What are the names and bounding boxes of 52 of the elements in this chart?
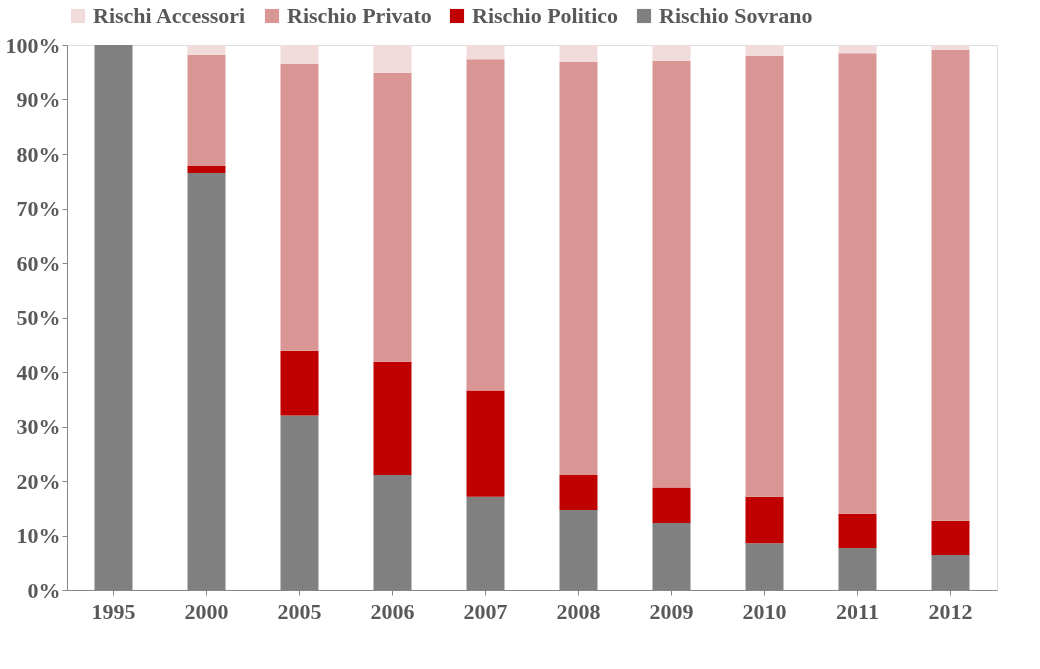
bar — [373, 72, 412, 362]
bar — [652, 45, 691, 61]
bar — [838, 45, 877, 54]
bar — [187, 165, 226, 174]
y-tick-label: 60% — [16, 250, 61, 276]
y-tick-label: 80% — [16, 141, 61, 167]
legend-label: Rischio Politico — [472, 3, 619, 28]
bar — [187, 54, 226, 166]
y-tick-label: 20% — [16, 468, 61, 494]
y-tick-label: 50% — [16, 305, 61, 330]
legend-label: Rischi Accessori — [93, 3, 246, 28]
y-tick-label: 70% — [16, 196, 61, 221]
bar — [838, 53, 877, 514]
x-tick-label: 2008 — [556, 598, 601, 624]
bar — [187, 45, 226, 55]
bar — [280, 64, 319, 351]
bar — [280, 45, 319, 65]
x-tick-label: 2000 — [184, 598, 229, 624]
bar — [373, 45, 412, 73]
bar — [652, 487, 691, 523]
x-tick-label: 2005 — [277, 598, 322, 624]
x-tick-label: 2009 — [649, 598, 694, 624]
bar — [559, 45, 598, 62]
bar — [931, 49, 970, 521]
x-tick-label: 2007 — [463, 598, 508, 624]
x-tick-label: 2006 — [370, 598, 415, 624]
bar — [838, 513, 877, 549]
y-tick-label: 10% — [16, 523, 61, 548]
legend-label: Rischio Privato — [287, 3, 432, 28]
bar — [931, 45, 970, 50]
y-tick-label: 30% — [16, 414, 61, 439]
bar — [559, 61, 598, 476]
y-tick-label: 90% — [16, 87, 61, 112]
y-tick-label: 100% — [5, 32, 61, 58]
x-tick-label: 2012 — [928, 598, 973, 624]
x-tick-label: 1995 — [91, 598, 136, 624]
bar — [373, 361, 412, 475]
y-tick-label: 40% — [16, 359, 61, 385]
bar — [466, 390, 505, 497]
bar — [745, 496, 784, 544]
legend-label: Rischio Sovrano — [659, 3, 813, 28]
bar — [745, 55, 784, 497]
bar — [280, 350, 319, 416]
bar — [466, 59, 505, 391]
x-tick-label: 2011 — [836, 598, 879, 624]
bar — [745, 45, 784, 56]
x-tick-label: 2010 — [742, 598, 787, 624]
y-tick-label: 0% — [27, 577, 61, 603]
bar — [466, 45, 505, 60]
bar — [559, 475, 598, 510]
bar — [931, 520, 970, 556]
bar — [652, 60, 691, 488]
